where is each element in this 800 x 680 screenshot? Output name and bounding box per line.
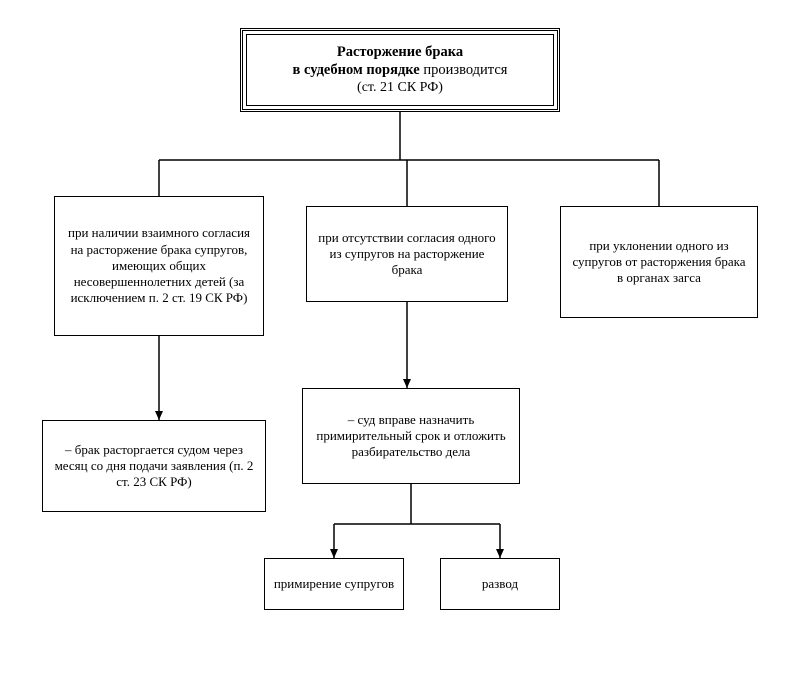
mid-result: – суд вправе назначить примирительный ср…	[302, 388, 520, 484]
root-line2: в судебном порядке производится	[261, 61, 539, 79]
branch-right-text: при уклонении одного из супругов от раст…	[569, 238, 749, 287]
root-inner: Расторжение брака в судебном порядке про…	[246, 34, 554, 106]
leaf-divorce: развод	[440, 558, 560, 610]
branch-left-text: при наличии взаимного согласия на растор…	[63, 225, 255, 306]
leaf-divorce-text: развод	[482, 576, 518, 592]
left-result-text: – брак расторгается судом через месяц со…	[51, 442, 257, 491]
root-node: Расторжение брака в судебном порядке про…	[240, 28, 560, 112]
branch-right: при уклонении одного из супругов от раст…	[560, 206, 758, 318]
root-line2-bold: в судебном порядке	[293, 62, 420, 78]
branch-mid: при отсутствии согласия одного из супруг…	[306, 206, 508, 302]
mid-result-text: – суд вправе назначить примирительный ср…	[311, 412, 511, 461]
root-line1: Расторжение брака	[261, 43, 539, 61]
leaf-reconcile: примирение супругов	[264, 558, 404, 610]
left-result: – брак расторгается судом через месяц со…	[42, 420, 266, 512]
branch-mid-text: при отсутствии согласия одного из супруг…	[315, 230, 499, 279]
branch-left: при наличии взаимного согласия на растор…	[54, 196, 264, 336]
leaf-reconcile-text: примирение супругов	[274, 576, 394, 592]
root-line3: (ст. 21 СК РФ)	[261, 79, 539, 97]
root-line2-rest: производится	[420, 62, 508, 78]
